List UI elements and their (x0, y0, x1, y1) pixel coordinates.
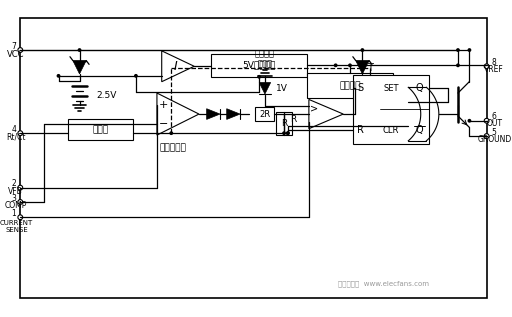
Circle shape (18, 131, 23, 136)
Circle shape (169, 131, 173, 135)
Text: R: R (290, 115, 297, 124)
Circle shape (456, 63, 460, 67)
Text: VFB: VFB (8, 187, 23, 196)
Polygon shape (259, 82, 271, 94)
Circle shape (57, 74, 60, 78)
Text: Q: Q (416, 125, 423, 135)
Polygon shape (227, 109, 240, 120)
Text: 5V基准电压: 5V基准电压 (243, 61, 276, 70)
Text: 7: 7 (11, 42, 16, 51)
Text: VCC: VCC (7, 50, 24, 59)
Circle shape (334, 63, 337, 67)
Bar (211, 54, 307, 77)
Text: 内部偏置: 内部偏置 (339, 81, 361, 90)
Text: COMP: COMP (4, 201, 27, 210)
Circle shape (78, 48, 81, 52)
Text: 6: 6 (492, 113, 497, 121)
Circle shape (286, 131, 290, 135)
Text: GROUND: GROUND (478, 135, 512, 144)
Text: 5: 5 (492, 128, 497, 137)
Circle shape (134, 74, 138, 78)
Circle shape (456, 48, 460, 52)
Text: 2.5V: 2.5V (97, 91, 117, 100)
Text: $\mathit{I}$: $\mathit{I}$ (174, 60, 179, 73)
Polygon shape (73, 61, 86, 74)
Polygon shape (356, 61, 369, 74)
Text: >: > (310, 103, 318, 113)
Circle shape (18, 48, 23, 52)
Circle shape (18, 215, 23, 220)
Polygon shape (207, 109, 220, 120)
Circle shape (467, 48, 472, 52)
Text: Rt/Ct: Rt/Ct (7, 133, 26, 141)
Text: T: T (367, 63, 373, 73)
Circle shape (282, 131, 286, 135)
Text: −: − (159, 119, 168, 129)
Bar (353, 75, 429, 144)
Text: Q: Q (416, 83, 423, 93)
Text: 误差放大器: 误差放大器 (160, 143, 186, 152)
Text: OUT: OUT (486, 119, 502, 128)
Text: 电子发烧友  www.elecfans.com: 电子发烧友 www.elecfans.com (338, 280, 429, 287)
Bar (307, 73, 393, 98)
Text: CURRENT
SENSE: CURRENT SENSE (0, 220, 33, 233)
Text: 1V: 1V (276, 84, 288, 93)
Text: CLR: CLR (383, 126, 399, 135)
Bar (276, 112, 292, 135)
Text: VREF: VREF (484, 65, 504, 74)
Circle shape (484, 134, 489, 139)
Text: +: + (159, 100, 168, 109)
Circle shape (360, 63, 365, 67)
Circle shape (18, 185, 23, 190)
Text: 4: 4 (11, 125, 16, 134)
Text: 1: 1 (11, 209, 16, 218)
Circle shape (286, 131, 290, 135)
Text: 振荡器: 振荡器 (93, 125, 109, 134)
Text: 2R: 2R (260, 110, 270, 119)
Circle shape (467, 119, 472, 123)
Text: 2: 2 (11, 179, 16, 188)
Circle shape (18, 200, 23, 204)
Text: 3: 3 (11, 194, 16, 203)
Circle shape (360, 48, 365, 52)
Circle shape (484, 118, 489, 123)
Text: 电流检测
比较器: 电流检测 比较器 (255, 49, 275, 68)
Text: S: S (357, 83, 364, 93)
Text: SET: SET (383, 84, 399, 93)
Circle shape (257, 75, 261, 79)
Bar (255, 107, 274, 121)
Text: R: R (357, 125, 364, 135)
Text: R: R (281, 119, 287, 128)
Bar (68, 119, 133, 140)
Circle shape (348, 63, 352, 67)
Text: 8: 8 (492, 58, 497, 67)
Circle shape (484, 64, 489, 69)
